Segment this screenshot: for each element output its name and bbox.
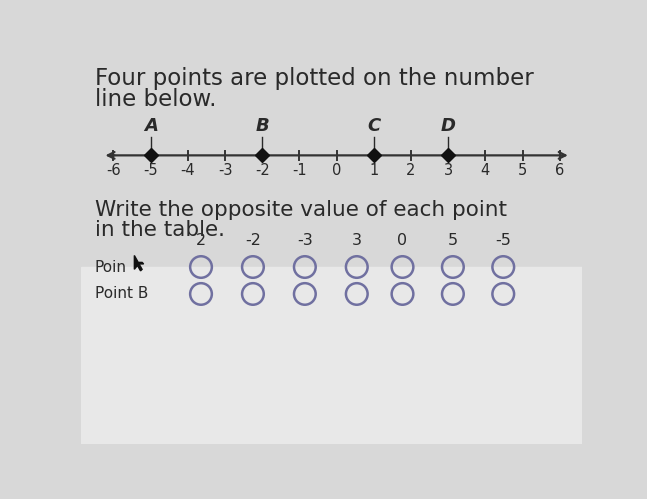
Text: -4: -4 <box>181 163 195 178</box>
Text: 2: 2 <box>196 233 206 248</box>
Text: 5: 5 <box>518 163 527 178</box>
Text: line below.: line below. <box>95 88 216 111</box>
Text: A: A <box>144 117 158 135</box>
Text: Point B: Point B <box>95 286 148 301</box>
Text: -1: -1 <box>292 163 307 178</box>
Text: 0: 0 <box>397 233 408 248</box>
Text: -5: -5 <box>144 163 158 178</box>
Text: 2: 2 <box>406 163 416 178</box>
Bar <box>81 267 582 444</box>
Text: -3: -3 <box>218 163 232 178</box>
Text: 1: 1 <box>369 163 378 178</box>
Text: C: C <box>367 117 380 135</box>
Text: 6: 6 <box>555 163 564 178</box>
Text: -2: -2 <box>255 163 270 178</box>
Text: -2: -2 <box>245 233 261 248</box>
Text: -5: -5 <box>496 233 511 248</box>
Text: Write the opposite value of each point: Write the opposite value of each point <box>95 200 507 220</box>
Text: -3: -3 <box>297 233 313 248</box>
Text: Four points are plotted on the number: Four points are plotted on the number <box>95 67 534 90</box>
Text: D: D <box>441 117 455 135</box>
Polygon shape <box>135 255 144 271</box>
Text: 3: 3 <box>352 233 362 248</box>
Text: in the table.: in the table. <box>95 220 225 240</box>
Text: 4: 4 <box>481 163 490 178</box>
Text: 0: 0 <box>332 163 342 178</box>
Text: -6: -6 <box>106 163 121 178</box>
Text: 3: 3 <box>444 163 453 178</box>
Text: Poin: Poin <box>95 259 127 274</box>
Text: 5: 5 <box>448 233 458 248</box>
Text: B: B <box>256 117 269 135</box>
